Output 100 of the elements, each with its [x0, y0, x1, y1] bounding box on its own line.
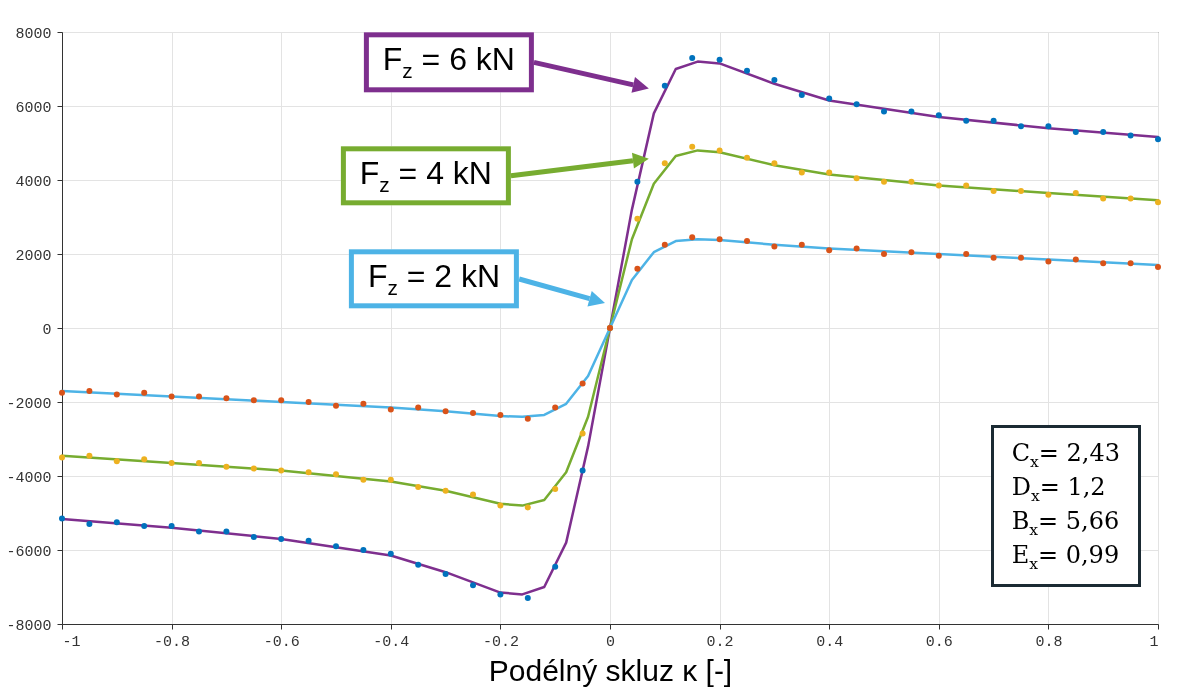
point	[908, 108, 915, 115]
point	[305, 537, 312, 544]
point	[908, 249, 915, 256]
point	[524, 595, 531, 602]
x-tick-label: -0.8	[154, 633, 191, 651]
point	[552, 563, 559, 570]
point	[497, 411, 504, 418]
x-tick-label: -1	[62, 633, 81, 651]
point	[360, 547, 367, 553]
point	[1018, 254, 1024, 261]
point	[826, 247, 833, 254]
point	[524, 415, 531, 422]
point	[415, 404, 422, 411]
point	[86, 521, 93, 528]
point	[689, 234, 696, 241]
annotation: F$_{z}$ = 6 kN	[363, 32, 534, 93]
point	[59, 515, 65, 522]
point	[524, 504, 531, 511]
point	[470, 582, 476, 589]
y-tick-label: 6000	[15, 99, 52, 117]
point	[990, 188, 997, 195]
point	[168, 460, 175, 467]
point	[113, 519, 120, 526]
point	[826, 95, 833, 102]
point	[1018, 188, 1024, 195]
point	[141, 389, 148, 396]
point	[661, 82, 668, 89]
x-tick-label: -0.2	[482, 633, 519, 651]
point	[1155, 136, 1161, 143]
point	[771, 160, 778, 167]
annotation: B$_{x}$= 5,66	[1011, 505, 1120, 540]
point	[387, 550, 394, 557]
point	[360, 400, 367, 407]
point	[223, 463, 230, 470]
point	[881, 178, 887, 185]
point	[716, 147, 723, 154]
x-tick-label: 1	[1149, 633, 1159, 651]
point	[798, 169, 805, 176]
point	[141, 522, 148, 529]
point	[415, 561, 422, 568]
point	[1100, 128, 1107, 135]
point	[634, 215, 641, 222]
point	[333, 543, 339, 550]
y-tick-label: -2000	[6, 395, 52, 413]
point	[278, 535, 285, 542]
annotation: D$_{x}$= 1,2	[1011, 471, 1107, 506]
point	[168, 393, 175, 400]
point	[963, 117, 970, 124]
point	[278, 397, 285, 404]
x-tick-label: -0.4	[373, 633, 410, 651]
point	[579, 467, 586, 474]
x-tick-label: -0.6	[263, 633, 300, 651]
point	[415, 484, 422, 491]
y-tick-label: -6000	[6, 543, 52, 561]
point	[881, 251, 887, 257]
point	[908, 178, 915, 185]
point	[223, 528, 230, 535]
point	[141, 456, 148, 463]
point	[442, 487, 449, 494]
point	[716, 56, 723, 63]
point	[333, 471, 339, 478]
annotation: F$_{z}$ = 2 kN	[348, 249, 520, 309]
point	[990, 117, 997, 124]
x-tick-label: 0.2	[706, 633, 734, 651]
point	[387, 476, 394, 483]
point	[744, 154, 750, 161]
point	[1127, 132, 1134, 139]
point	[1072, 189, 1079, 196]
point	[86, 387, 93, 394]
point	[744, 67, 750, 74]
point	[661, 241, 668, 248]
point	[442, 408, 449, 415]
point	[826, 169, 833, 176]
point	[881, 108, 887, 115]
x-tick-label: 0.8	[1035, 633, 1063, 651]
point	[963, 182, 970, 189]
point	[470, 410, 476, 417]
point	[470, 491, 476, 498]
point	[771, 77, 778, 84]
annotation: E$_{x}$= 0,99	[1011, 539, 1120, 574]
point	[333, 402, 339, 409]
annotation: C$_{x}$= 2,43	[1011, 437, 1120, 472]
point	[689, 143, 696, 150]
point	[1018, 123, 1024, 130]
point	[990, 254, 997, 261]
y-tick-label: 0	[42, 321, 52, 339]
point	[1072, 256, 1079, 263]
point	[250, 397, 257, 404]
point	[305, 399, 312, 405]
x-tick-label: 0.4	[816, 633, 844, 651]
point	[497, 591, 504, 598]
point	[579, 430, 586, 437]
y-tick-label: -4000	[6, 469, 52, 487]
point	[661, 160, 668, 167]
y-tick-label: -8000	[6, 617, 52, 635]
point	[552, 404, 559, 411]
point	[716, 236, 723, 243]
point	[113, 458, 120, 465]
point	[196, 393, 202, 400]
y-tick-label: 4000	[15, 173, 52, 191]
